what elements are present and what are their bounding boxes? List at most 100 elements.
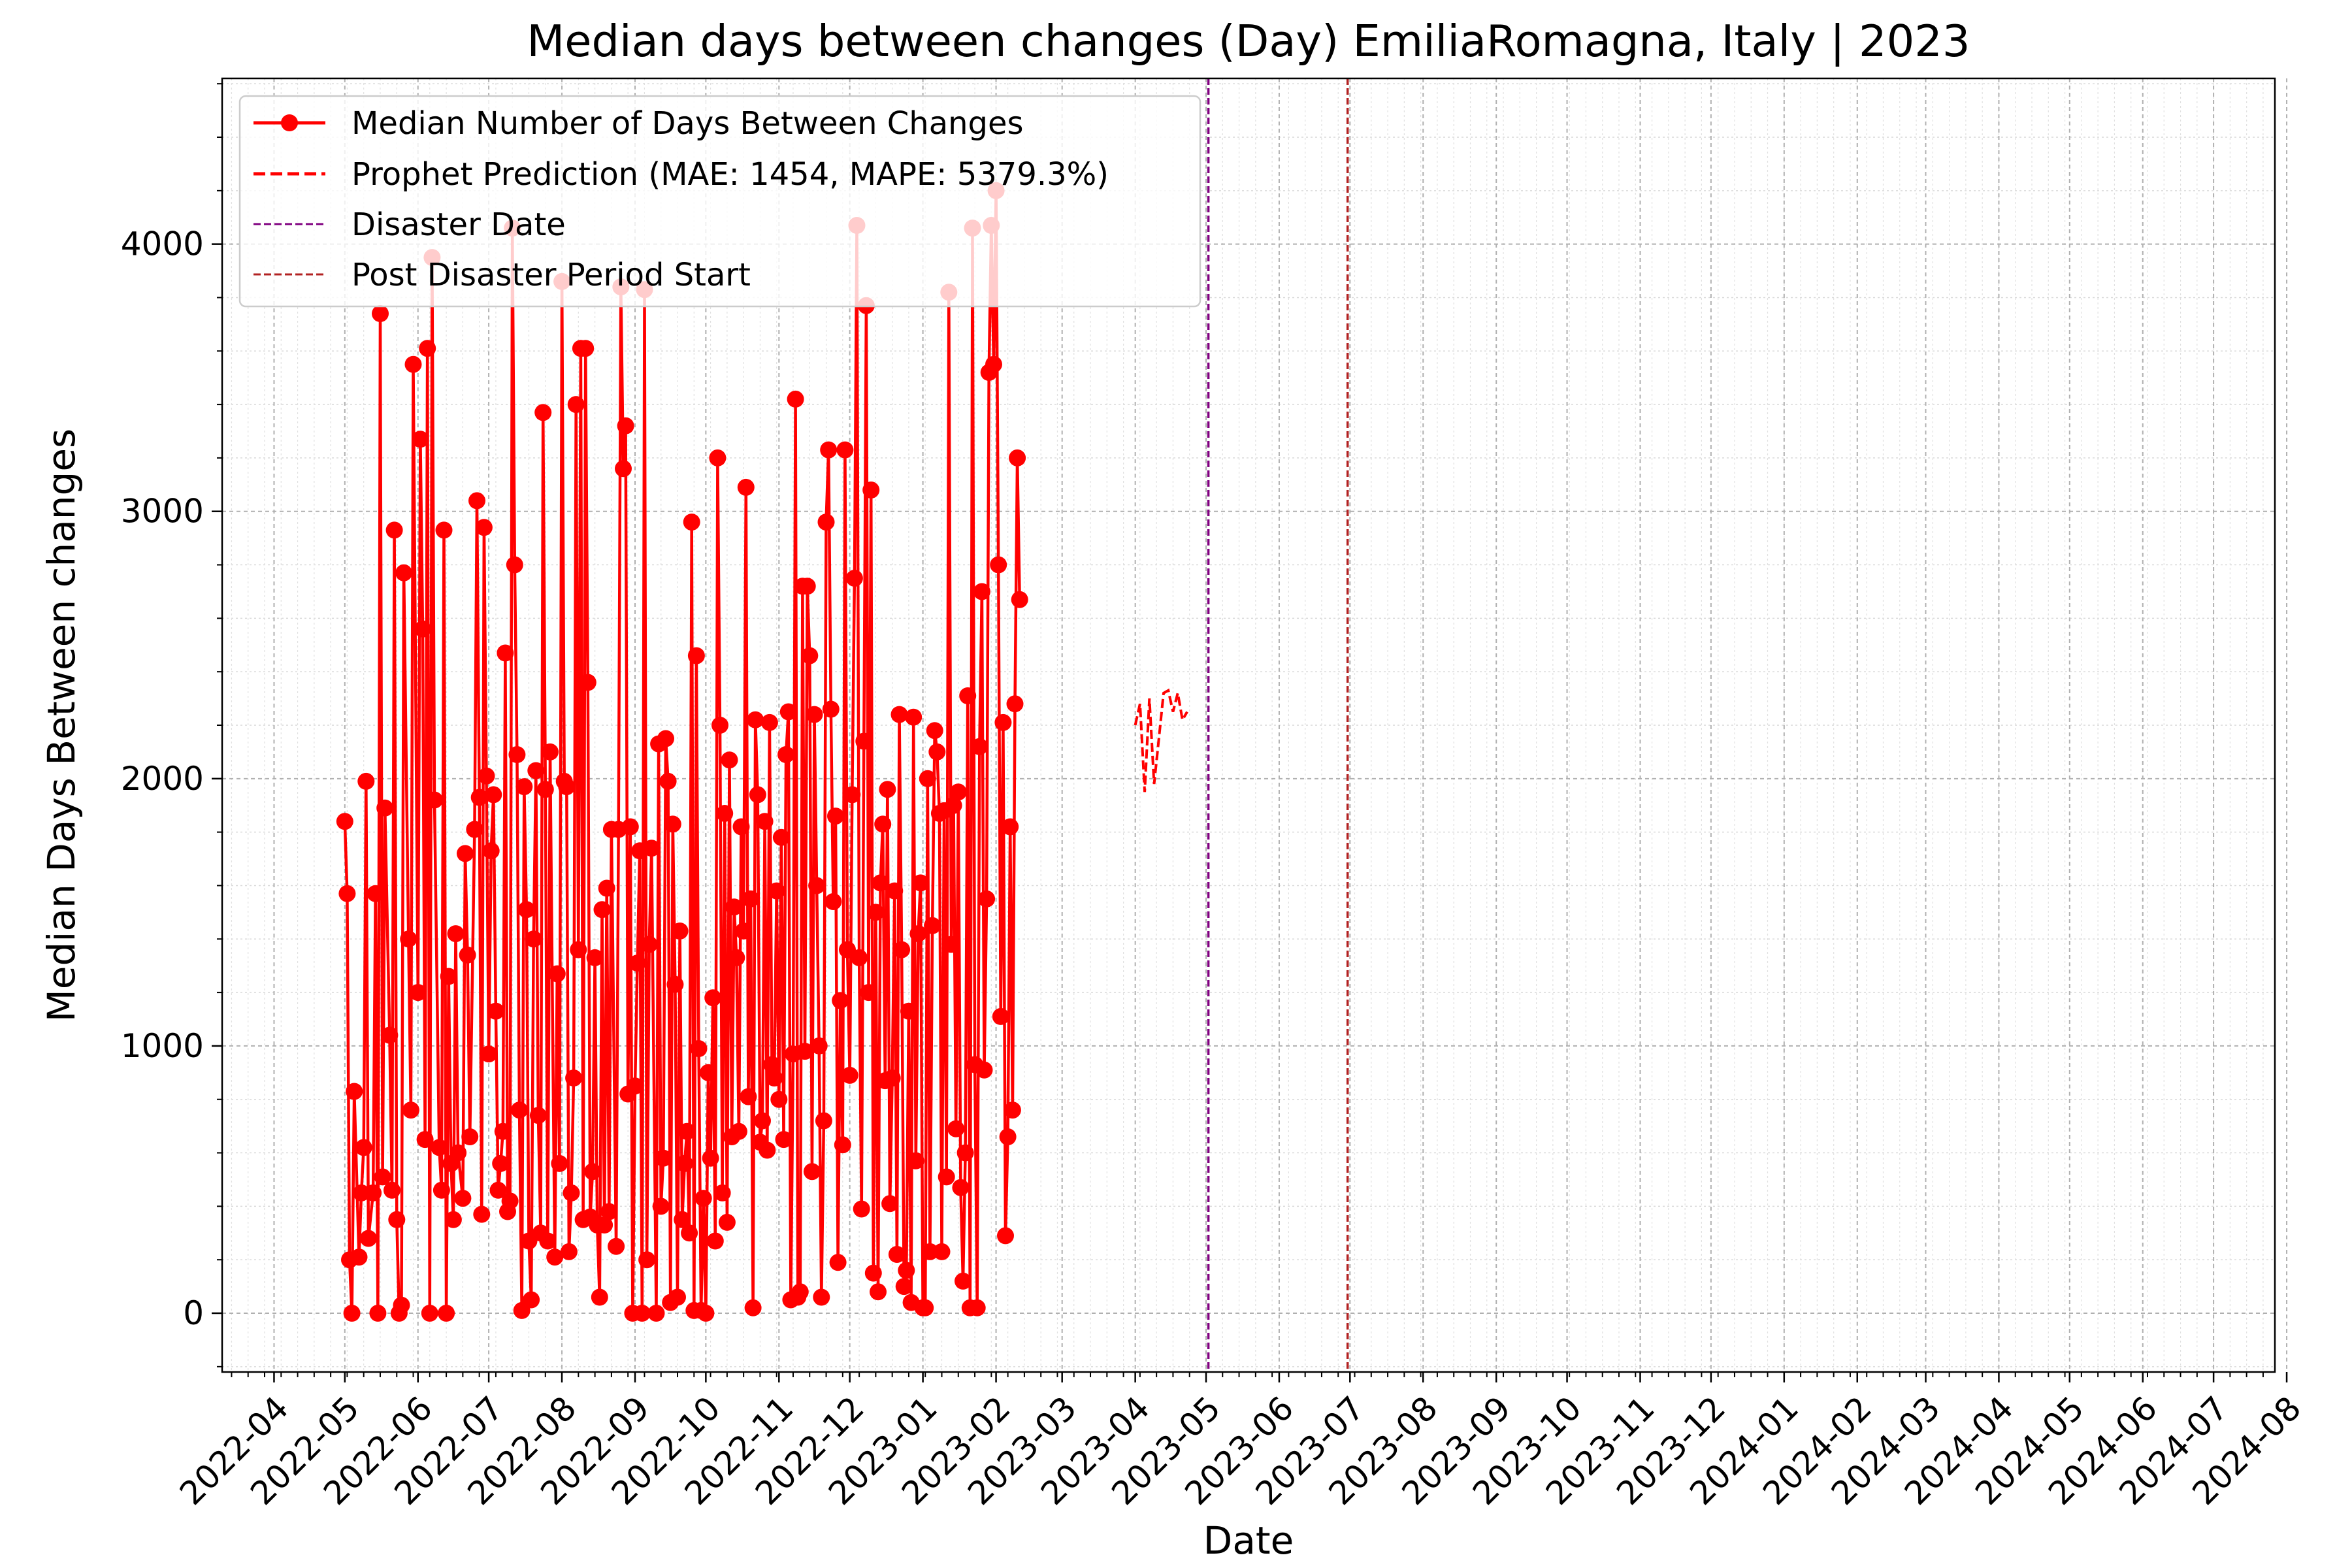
data-point [955, 1272, 972, 1290]
data-point [933, 1243, 951, 1260]
data-point [527, 762, 545, 779]
data-point [921, 1243, 939, 1260]
data-point [617, 417, 634, 434]
data-point [864, 1264, 882, 1282]
data-point [893, 941, 911, 958]
x-axis-label: Date [1203, 1518, 1294, 1563]
data-point [343, 1305, 361, 1322]
data-point [560, 1243, 578, 1260]
data-point [763, 1056, 781, 1073]
data-point [737, 478, 755, 496]
data-point [845, 570, 863, 587]
data-point [694, 1190, 712, 1207]
data-point [959, 687, 977, 704]
data-point [473, 1205, 491, 1223]
data-point [760, 713, 778, 731]
data-point [435, 521, 453, 539]
series-line-prophet [1134, 688, 1188, 792]
data-point [523, 1291, 540, 1309]
data-point [700, 1064, 717, 1081]
y-axis-label: Median Days Between changes [39, 429, 84, 1022]
data-point [584, 1163, 601, 1181]
data-point [860, 984, 877, 1002]
data-point [416, 1131, 434, 1149]
data-point [529, 1107, 547, 1124]
data-point [365, 1184, 382, 1201]
data-point [1011, 591, 1028, 608]
data-point [855, 732, 873, 750]
data-point [511, 1102, 528, 1119]
data-point [900, 1002, 917, 1020]
data-point [629, 955, 646, 972]
data-point [563, 1184, 580, 1201]
data-point [506, 556, 523, 574]
data-point [978, 890, 996, 907]
data-point [813, 1288, 830, 1306]
data-point [956, 1144, 974, 1162]
series-prophet-prediction [1134, 688, 1188, 792]
data-point [730, 1122, 747, 1140]
data-point [355, 1139, 372, 1156]
data-point [681, 1224, 698, 1242]
data-point [489, 1181, 507, 1199]
data-point [1009, 449, 1026, 466]
data-point [643, 840, 661, 857]
data-point [749, 786, 766, 804]
data-point [706, 1232, 724, 1250]
data-point [539, 1232, 557, 1250]
data-point [999, 1128, 1017, 1145]
data-point [640, 936, 658, 953]
data-point [971, 738, 988, 755]
data-point [400, 930, 417, 948]
data-point [565, 1070, 583, 1086]
data-point [666, 975, 684, 993]
legend-label-disaster: Disaster Date [351, 206, 566, 243]
data-point [381, 1026, 399, 1044]
data-point [994, 713, 1012, 731]
data-point [787, 390, 804, 408]
data-point [369, 1305, 387, 1322]
data-point [669, 1288, 686, 1306]
data-point [968, 1299, 986, 1316]
data-point [687, 647, 705, 664]
data-point [558, 778, 576, 796]
data-point [627, 1077, 644, 1095]
legend-label-prophet: Prophet Prediction (MAE: 1454, MAPE: 537… [351, 156, 1109, 193]
data-point [501, 1192, 519, 1210]
data-point [359, 1230, 377, 1247]
data-point [440, 968, 457, 985]
data-point [791, 1283, 809, 1301]
data-point [907, 1152, 924, 1169]
data-point [466, 821, 483, 838]
data-point [841, 1066, 858, 1084]
data-point [659, 772, 677, 790]
y-tick-label: 3000 [121, 493, 204, 531]
data-point [803, 1163, 821, 1181]
data-point [433, 1181, 450, 1199]
data-point [548, 965, 566, 983]
data-point [444, 1211, 462, 1228]
data-point [409, 984, 427, 1002]
data-point [454, 1190, 472, 1207]
data-point [600, 1203, 618, 1220]
data-point [534, 404, 552, 421]
data-point [796, 1043, 813, 1060]
data-point [874, 815, 892, 833]
data-point [890, 706, 908, 723]
data-point [909, 925, 927, 943]
legend: Median Number of Days Between Changes Pr… [238, 95, 1201, 308]
data-point [740, 1088, 757, 1105]
chart-title: Median days between changes (Day) Emilia… [527, 16, 1970, 67]
data-point [402, 1102, 419, 1119]
data-point [567, 396, 585, 414]
data-point [926, 722, 943, 740]
data-point [888, 1246, 906, 1263]
data-point [657, 730, 674, 747]
data-point [735, 923, 753, 939]
data-point [867, 904, 885, 921]
data-point [883, 1070, 901, 1086]
data-point [777, 746, 795, 763]
data-point [798, 578, 816, 595]
data-point [801, 647, 819, 664]
